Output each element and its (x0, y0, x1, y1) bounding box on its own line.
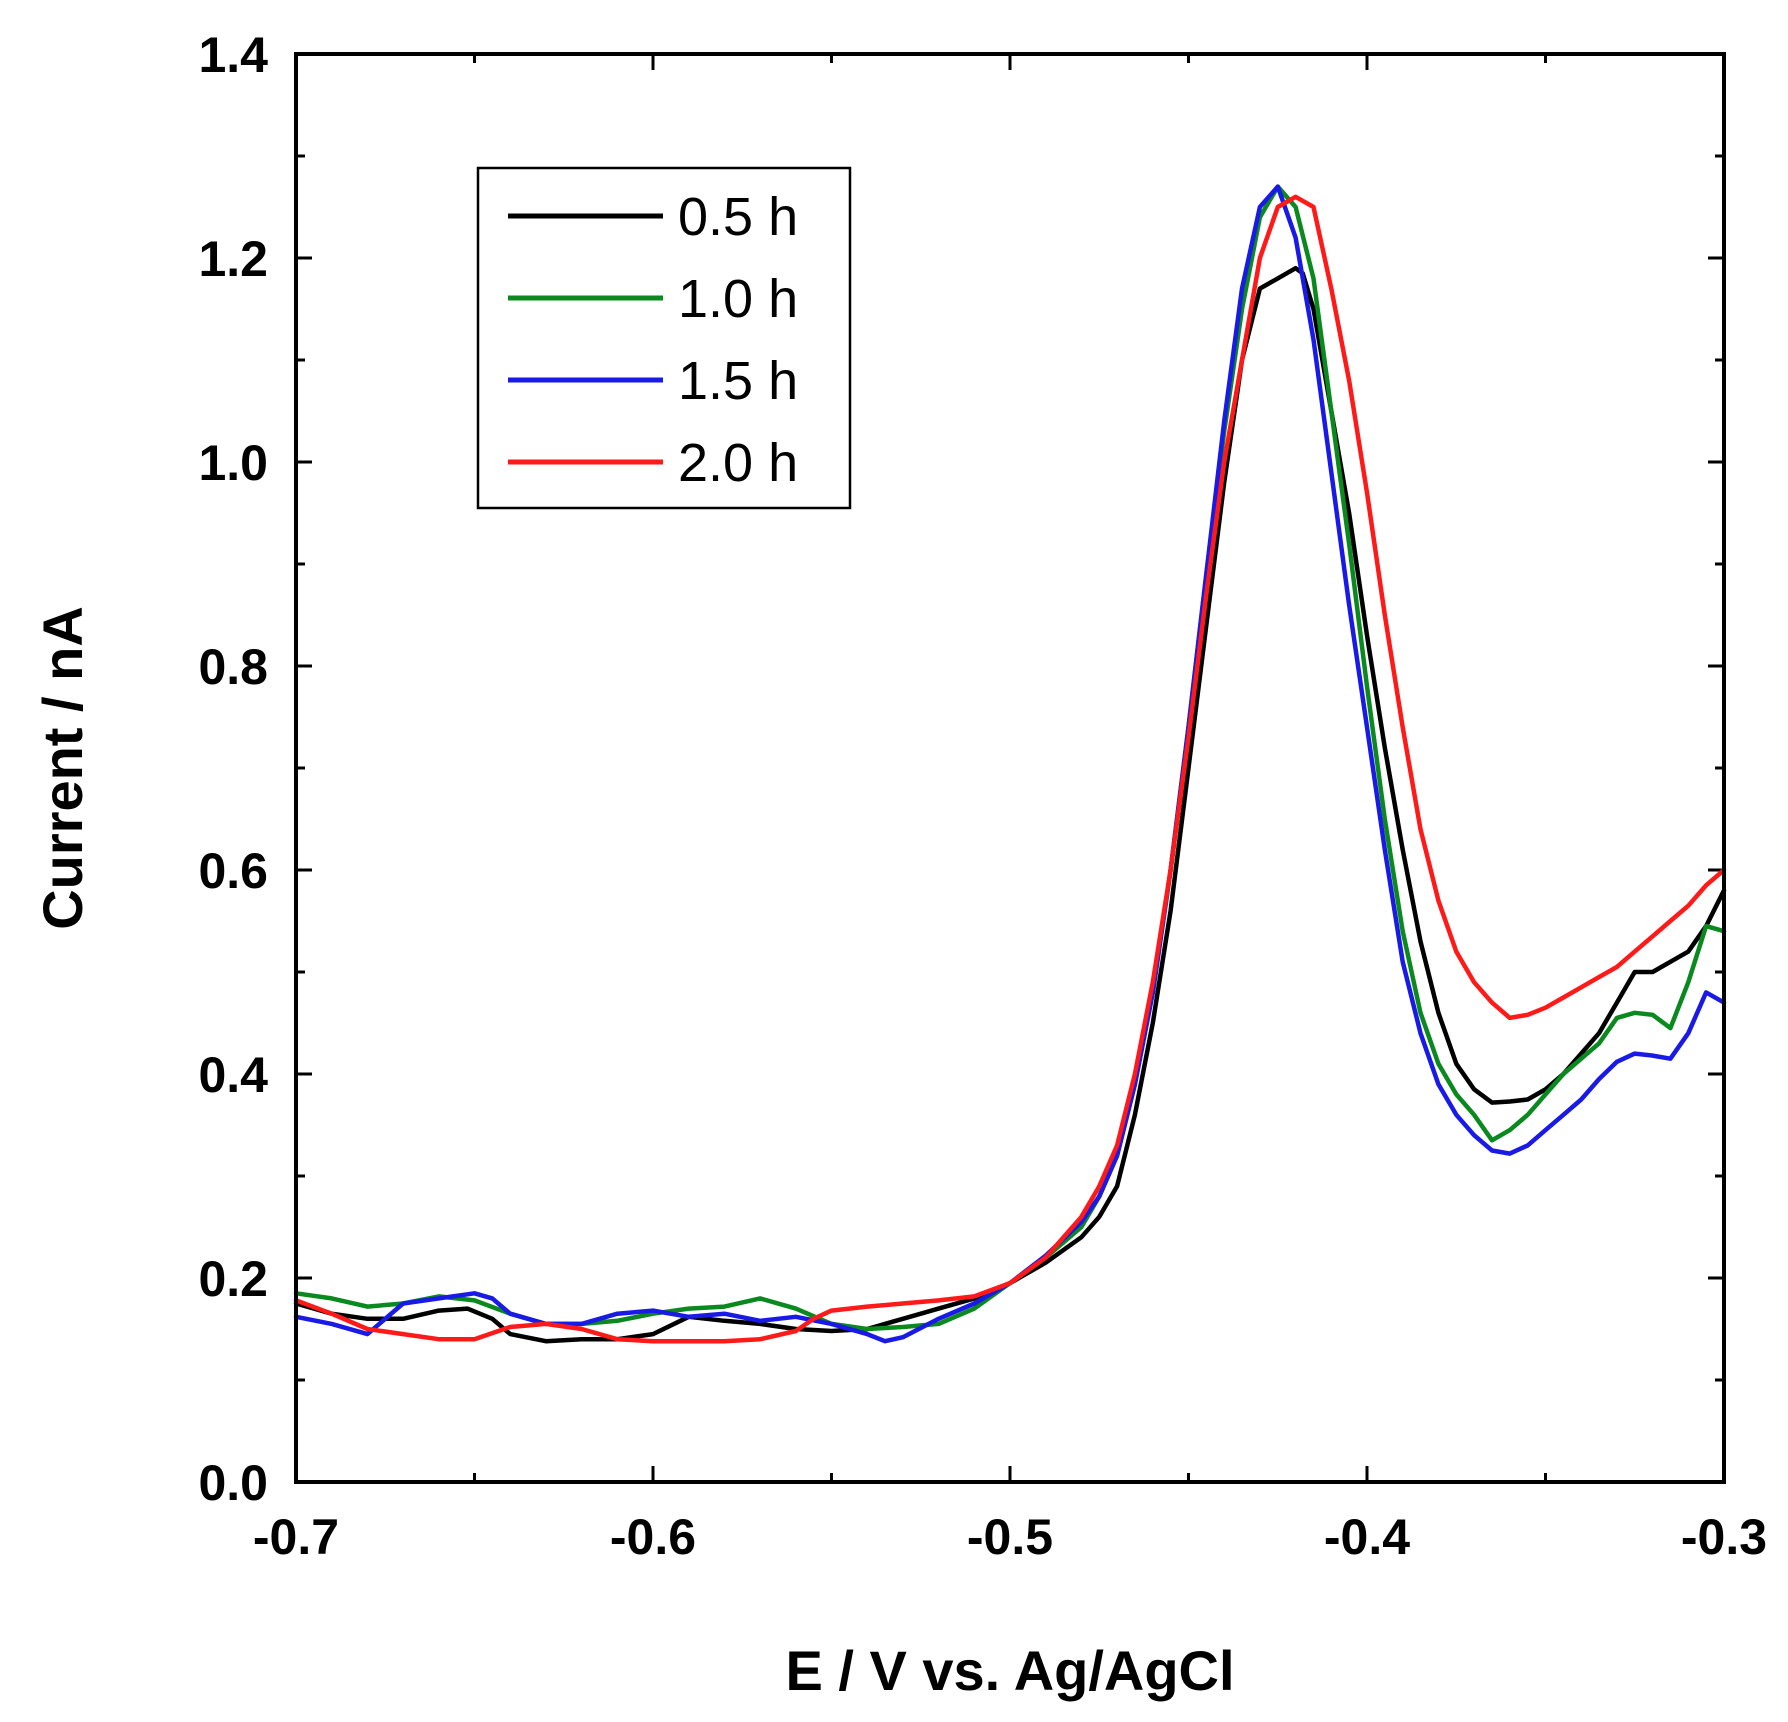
y-tick-label: 1.0 (198, 435, 268, 491)
x-axis-title: E / V vs. Ag/AgCl (785, 1639, 1234, 1702)
series-line-2-0-h (293, 194, 1727, 1344)
y-axis-title: Current / nA (31, 606, 94, 930)
y-tick-label: 0.4 (198, 1047, 268, 1103)
legend: 0.5 h 1.0 h 1.5 h 2.0 h (476, 166, 852, 510)
x-tick-label: -0.3 (1681, 1509, 1767, 1565)
series-layer (293, 184, 1727, 1344)
legend-box (476, 166, 852, 510)
y-tick-label: 1.2 (198, 231, 268, 287)
ticklabels-layer: -0.7 -0.6 -0.5 -0.4 -0.3 0.0 0.2 0.4 0.6 0.8 1.0 1.… (198, 27, 1767, 1565)
legend-label: 1.0 h (678, 269, 798, 329)
x-tick-label: -0.6 (610, 1509, 696, 1565)
legend-label: 0.5 h (678, 187, 798, 247)
legend-label: 1.5 h (678, 351, 798, 411)
x-tick-label: -0.4 (1324, 1509, 1410, 1565)
y-tick-label: 0.6 (198, 843, 268, 899)
x-tick-label: -0.5 (967, 1509, 1053, 1565)
x-tick-label: -0.7 (253, 1509, 339, 1565)
y-tick-label: 0.2 (198, 1251, 268, 1307)
y-tick-label: 0.8 (198, 639, 268, 695)
legend-label: 2.0 h (678, 433, 798, 493)
y-tick-label: 0.0 (198, 1455, 268, 1511)
plot-frame (294, 52, 1726, 1484)
y-tick-label: 1.4 (198, 27, 268, 83)
